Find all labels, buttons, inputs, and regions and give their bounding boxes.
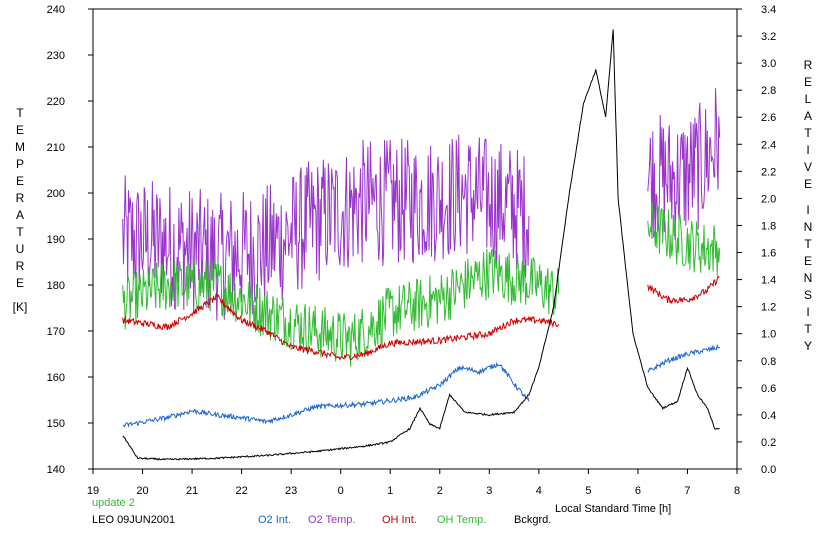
axis-label-letter: A <box>15 208 24 222</box>
y-right-tick-label: 3.4 <box>761 4 776 16</box>
axis-label-letter: E <box>803 254 812 268</box>
x-tick-label: 5 <box>585 485 591 497</box>
x-tick-label: 7 <box>684 485 690 497</box>
series-line-oh-int <box>122 293 560 361</box>
x-tick-label: 23 <box>285 485 297 497</box>
y-right-tick-label: 3.0 <box>761 58 776 70</box>
axis-label-letter: U <box>15 242 25 256</box>
axis-label-letter: T <box>804 322 812 336</box>
y-left-tick-label: 200 <box>47 188 65 200</box>
axis-label-letter: T <box>804 126 812 140</box>
y-left-tick-label: 160 <box>47 372 65 384</box>
series-layer <box>122 29 721 461</box>
series-line-o2-temp <box>122 134 530 321</box>
y-right-tick-label: 2.8 <box>761 85 776 97</box>
x-tick-label: 19 <box>87 485 99 497</box>
y-left-tick-label: 240 <box>47 4 65 16</box>
y-right-tick-label: 2.6 <box>761 112 776 124</box>
x-tick-label: 20 <box>136 485 148 497</box>
y-right-tick-label: 1.0 <box>761 329 776 341</box>
x-tick-label: 4 <box>536 485 542 497</box>
axis-label-letter: I <box>806 203 810 217</box>
y-right-tick-label: 0.8 <box>761 356 776 368</box>
axis-label-letter: Y <box>803 339 812 353</box>
y-right-tick-label: 0.4 <box>761 410 776 422</box>
x-tick-label: 22 <box>235 485 247 497</box>
axis-label-letter: E <box>15 123 24 137</box>
axis-label-letter: A <box>803 109 812 123</box>
y-right-tick-label: 1.4 <box>761 275 776 287</box>
y-right-tick-label: 2.2 <box>761 166 776 178</box>
axis-label-letter: M <box>15 140 25 154</box>
axis-label-letter: E <box>15 276 24 290</box>
y-left-tick-label: 150 <box>47 418 65 430</box>
y-right-tick-label: 1.8 <box>761 220 776 232</box>
axis-label-letter: E <box>15 174 24 188</box>
axis-label-letter: S <box>803 288 812 302</box>
axis-label-letter: T <box>804 237 812 251</box>
axis-label-letter: R <box>803 58 813 72</box>
y-right-tick-label: 2.0 <box>761 193 776 205</box>
x-tick-label: 0 <box>338 485 344 497</box>
series-line-o2-int <box>647 343 721 374</box>
legend-entry: Bckgrd. <box>514 514 552 526</box>
legend-entry: OH Int. <box>382 514 417 526</box>
x-tick-label: 6 <box>635 485 641 497</box>
x-axis-label: Local Standard Time [h] <box>555 503 671 515</box>
legend-entry: O2 Int. <box>258 514 292 526</box>
y-right-tick-label: 0.0 <box>761 464 776 476</box>
y-left-tick-label: 180 <box>47 280 65 292</box>
update-label: update 2 <box>92 497 135 509</box>
axis-label-letter: P <box>15 157 24 171</box>
axis-label-letter: N <box>803 220 813 234</box>
series-line-o2-int <box>122 361 530 428</box>
y-right-tick-label: 1.2 <box>761 302 776 314</box>
axis-label-letter: E <box>803 75 812 89</box>
y-left-tick-label: 210 <box>47 142 65 154</box>
x-axis-ticks: 19 20 21 22 23 0 1 2 3 4 5 6 7 8 <box>87 469 740 497</box>
y-left-tick-label: 170 <box>47 326 65 338</box>
y-left-tick-label: 230 <box>47 50 65 62</box>
legend-entry: OH Temp. <box>437 514 487 526</box>
axis-label-letter: I <box>806 305 810 319</box>
series-line-bckgrd <box>122 29 720 461</box>
y-left-axis-ticks: 140 150 160 170 180 190 200 210 220 230 240 <box>47 4 93 476</box>
axis-label-letter: I <box>806 143 810 157</box>
y-right-tick-label: 0.2 <box>761 437 776 449</box>
y-right-tick-label: 2.4 <box>761 139 776 151</box>
axis-label-letter: N <box>803 271 813 285</box>
y-right-tick-label: 3.2 <box>761 31 776 43</box>
y-left-tick-label: 190 <box>47 234 65 246</box>
y-right-tick-label: 0.6 <box>761 383 776 395</box>
y-right-axis-ticks: 0.0 0.2 0.4 0.6 0.8 1.0 1.2 1.4 1.6 1.8 2.0 2.2 2.4 2… <box>737 4 776 476</box>
series-line-o2-temp <box>647 88 721 240</box>
series-line-oh-temp <box>647 201 721 276</box>
y-left-tick-label: 140 <box>47 464 65 476</box>
site-date-label: LEO 09JUN2001 <box>92 514 176 526</box>
legend-entry: O2 Temp. <box>308 514 356 526</box>
x-tick-label: 1 <box>387 485 393 497</box>
x-tick-label: 21 <box>186 485 198 497</box>
x-tick-label: 2 <box>437 485 443 497</box>
y-left-tick-label: 220 <box>47 96 65 108</box>
axis-label-letter: T <box>16 225 24 239</box>
series-line-oh-int <box>647 275 720 305</box>
x-tick-label: 3 <box>486 485 492 497</box>
axis-label-letter: T <box>16 106 24 120</box>
axis-label-letter: V <box>803 160 812 174</box>
y-left-axis-unit: [K] <box>12 300 28 314</box>
axis-label-letter: R <box>15 191 25 205</box>
axis-label-letter: L <box>804 92 812 106</box>
x-tick-label: 8 <box>734 485 740 497</box>
series-line-oh-temp <box>122 248 560 367</box>
y-right-tick-label: 1.6 <box>761 248 776 260</box>
axis-label-letter: E <box>803 177 812 191</box>
axis-label-letter: R <box>15 259 25 273</box>
